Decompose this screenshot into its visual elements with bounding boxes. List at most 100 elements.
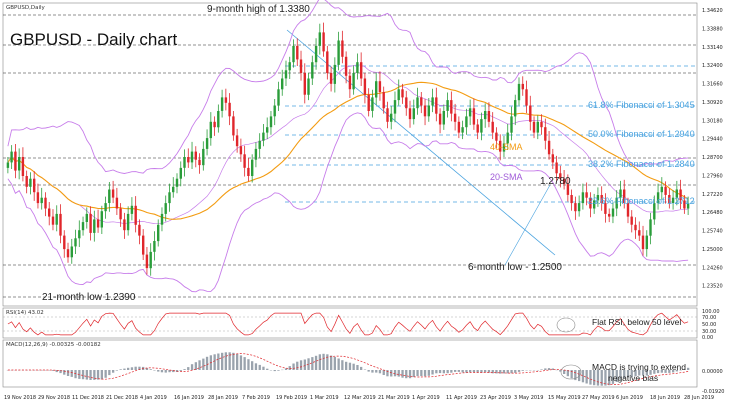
candle-bull — [220, 97, 224, 111]
macd-bar — [254, 363, 258, 370]
macd-bar — [330, 355, 333, 370]
macd-bar — [551, 368, 554, 370]
candle-bull — [446, 100, 449, 111]
candle-bull — [93, 219, 96, 233]
candle-bear — [134, 205, 137, 225]
time-tick-label: 28 Jun 2019 — [684, 395, 714, 401]
candle-bear — [683, 200, 686, 209]
time-tick-label: 19 Nov 2018 — [4, 395, 36, 401]
candle-bull — [29, 178, 32, 187]
macd-bar — [288, 366, 291, 370]
candle-bear — [326, 51, 329, 74]
macd-bar — [138, 366, 141, 370]
candle-bull — [307, 78, 310, 95]
sma20-annotation: 20-SMA — [490, 172, 523, 182]
candle-bull — [390, 113, 393, 122]
price-tick-label: 1.28700 — [702, 155, 723, 161]
candle-bull — [461, 127, 464, 133]
candle-bear — [329, 73, 333, 84]
candle-bear — [66, 249, 70, 258]
macd-bar — [487, 370, 491, 373]
rsi-tick-30: 30.00 — [702, 329, 716, 335]
candle-bear — [529, 105, 532, 122]
candle-bull — [611, 208, 615, 217]
macd-bar — [337, 358, 340, 370]
macd-bar — [149, 369, 152, 370]
time-tick-label: 1 Mar 2019 — [310, 395, 339, 401]
macd-bar — [491, 370, 494, 374]
candle-bull — [375, 81, 378, 98]
low6-annotation: 6-month low - 1.2500 — [468, 262, 562, 273]
candle-bull — [536, 121, 539, 133]
candle-bear — [360, 62, 363, 79]
candle-bear — [423, 105, 427, 117]
macd-bar — [303, 359, 306, 370]
candle-bull — [6, 162, 10, 168]
candle-bear — [679, 189, 682, 201]
macd-bar — [213, 354, 216, 370]
candle-bull — [468, 108, 472, 117]
macd-bar — [540, 369, 543, 370]
candle-bull — [480, 119, 483, 133]
candle-bear — [44, 197, 47, 209]
candle-bear — [547, 140, 551, 155]
candle-bull — [356, 62, 359, 73]
macd-bar — [127, 367, 130, 370]
macd-bar — [247, 359, 250, 370]
fib-618-label: 61.8% Fibonacci of 1.3045 — [588, 100, 695, 110]
rsi-label: RSI(14) 43.02 — [6, 310, 44, 316]
macd-bar — [480, 370, 483, 373]
low21-annotation: 21-month low 1.2390 — [42, 292, 136, 303]
candle-bull — [130, 205, 134, 214]
price-tick-label: 1.33140 — [702, 45, 723, 51]
macd-bar — [190, 364, 194, 370]
macd-signal-line — [7, 353, 689, 385]
macd-bar — [108, 370, 111, 376]
macd-bar — [333, 356, 336, 370]
candle-bear — [589, 197, 592, 209]
time-tick-label: 6 Jun 2019 — [616, 395, 643, 401]
candle-bear — [495, 132, 498, 141]
candle-bull — [70, 246, 73, 258]
candle-bear — [559, 173, 562, 179]
macd-bar — [683, 369, 686, 370]
macd-bar — [311, 357, 314, 370]
macd-bar — [160, 370, 164, 373]
macd-bar — [420, 370, 423, 377]
sma40-line — [7, 81, 689, 220]
macd-bar — [634, 370, 637, 376]
candle-bull — [254, 148, 258, 160]
macd-bar — [168, 370, 171, 373]
candle-bear — [438, 113, 442, 125]
macd-bar — [243, 357, 246, 370]
macd-bar — [405, 370, 408, 379]
macd-bar — [578, 370, 581, 382]
candle-bear — [123, 219, 126, 231]
candle-bear — [499, 140, 502, 152]
candle-bear — [25, 176, 28, 187]
macd-bar — [352, 363, 355, 370]
candle-bear — [115, 197, 119, 209]
price-axis: 1.34620 1.33880 1.33140 1.32400 1.31660 1.309… — [702, 8, 723, 290]
macd-bar — [145, 368, 149, 370]
macd-bar — [277, 370, 280, 371]
macd-bar — [89, 370, 92, 380]
time-tick-label: 3 May 2019 — [514, 395, 543, 401]
symbol-label: GBPUSD,Daily — [6, 5, 46, 11]
macd-bar — [326, 354, 329, 370]
macd-bar — [284, 368, 288, 370]
macd-bar — [465, 370, 468, 373]
candle-bear — [476, 124, 479, 133]
candle-bear — [344, 56, 348, 76]
macd-bar — [273, 370, 276, 372]
sma40-annotation: 40-SMA — [490, 142, 523, 152]
candle-bear — [574, 203, 577, 212]
time-tick-label: 29 Nov 2018 — [38, 395, 70, 401]
macd-bar — [623, 370, 626, 379]
candle-bear — [296, 45, 299, 60]
candle-bull — [484, 111, 487, 120]
macd-bar — [495, 370, 498, 374]
high-annotation: 9-month high of 1.3380 — [207, 4, 310, 15]
candle-bear — [228, 102, 231, 117]
candle-bear — [600, 195, 603, 204]
